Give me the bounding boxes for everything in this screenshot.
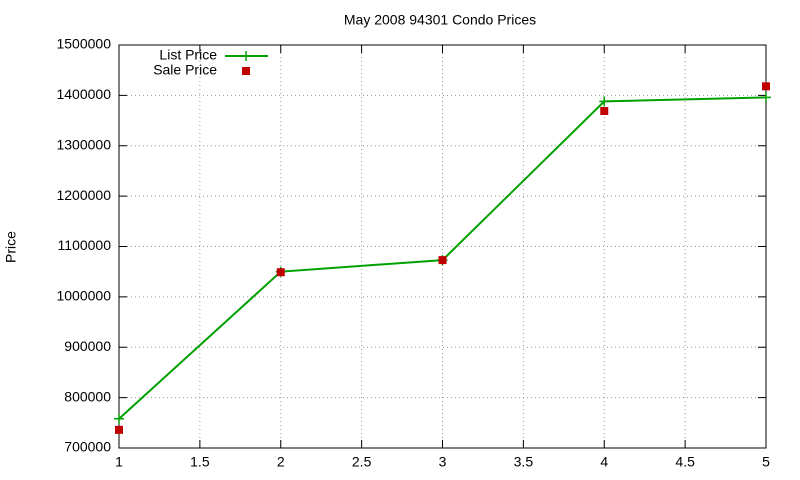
point (600, 106, 609, 115)
point (761, 92, 771, 103)
y-tick-label: 900000 (64, 338, 111, 354)
legend-label: Sale Price (153, 62, 217, 78)
x-tick-label: 3.5 (514, 454, 534, 470)
plot-frame (118, 44, 767, 449)
chart-title: May 2008 94301 Condo Prices (344, 12, 536, 28)
y-tick-label: 1100000 (58, 237, 112, 253)
point (276, 268, 285, 277)
point (762, 82, 770, 91)
x-tick-label: 2 (277, 454, 285, 470)
y-axis-label: Price (3, 231, 19, 263)
legend-label: List Price (159, 47, 217, 63)
x-tick-label: 4.5 (675, 454, 695, 470)
x-tick-label: 1.5 (190, 454, 210, 470)
point (114, 413, 124, 424)
y-tick-label: 700000 (64, 439, 111, 455)
y-tick-label: 1300000 (56, 136, 111, 152)
y-tick-label: 1500000 (56, 36, 111, 52)
point (115, 425, 123, 434)
y-tick-label: 1200000 (56, 187, 111, 203)
y-tick-label: 1400000 (56, 86, 111, 102)
legend-marker (241, 51, 251, 61)
x-tick-label: 5 (762, 454, 770, 470)
y-tick-label: 1000000 (56, 288, 111, 304)
point (438, 256, 447, 265)
x-tick-label: 3 (439, 454, 447, 470)
legend-marker (242, 67, 250, 75)
point (599, 96, 610, 107)
x-tick-label: 2.5 (352, 454, 372, 470)
x-tick-label: 1 (115, 454, 123, 470)
y-tick-label: 800000 (64, 388, 111, 404)
x-tick-label: 4 (600, 454, 608, 470)
